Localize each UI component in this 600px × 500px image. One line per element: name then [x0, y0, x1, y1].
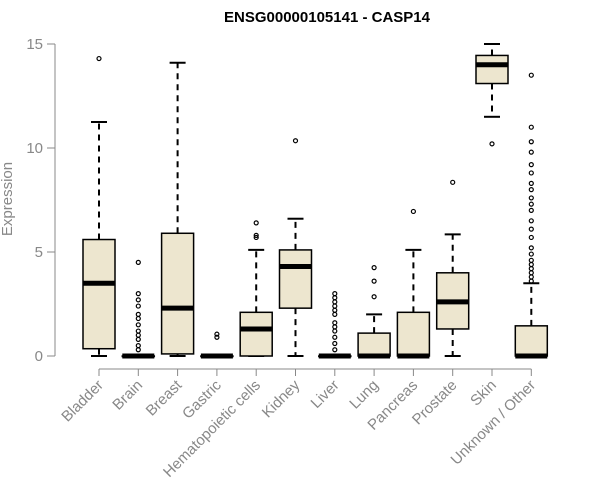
- outlier-point: [528, 257, 534, 263]
- outlier-point: [371, 294, 377, 300]
- iqr-box: [396, 311, 431, 357]
- x-tick-label: Kidney: [259, 376, 304, 421]
- box-brain: [121, 259, 156, 359]
- outlier-point: [253, 220, 259, 226]
- box-unknown-other: [514, 72, 549, 359]
- outlier-point: [528, 226, 534, 232]
- outlier-point: [371, 265, 377, 271]
- outlier-point: [528, 72, 534, 78]
- outlier-point: [135, 343, 141, 349]
- x-tick-label: Skin: [467, 377, 500, 410]
- iqr-box: [239, 311, 273, 357]
- outlier-point: [253, 234, 259, 241]
- x-tick-label: Bladder: [58, 377, 107, 426]
- outlier-point: [332, 295, 338, 301]
- iqr-box: [357, 332, 391, 357]
- outlier-point: [528, 266, 534, 272]
- outlier-point: [214, 331, 220, 337]
- outlier-point: [332, 320, 338, 326]
- outlier-point: [528, 278, 534, 284]
- y-axis: 0 5 10 15: [26, 36, 56, 365]
- outlier-point: [528, 139, 534, 145]
- y-tick-label: 5: [35, 244, 43, 261]
- outlier-point: [332, 334, 338, 340]
- box-hematopoietic-cells: [239, 220, 273, 357]
- outlier-point: [528, 234, 534, 241]
- outlier-point: [489, 141, 495, 147]
- outlier-point: [528, 187, 534, 193]
- box-prostate: [435, 179, 470, 357]
- outlier-point: [528, 124, 534, 130]
- outlier-point: [292, 138, 299, 144]
- outlier-point: [528, 245, 534, 251]
- outlier-point: [135, 315, 141, 322]
- outlier-point: [135, 322, 141, 328]
- outlier-point: [135, 259, 141, 265]
- outlier-point: [96, 55, 102, 62]
- outlier-point: [332, 340, 338, 347]
- outlier-point: [410, 208, 416, 215]
- outlier-point: [528, 180, 534, 186]
- y-tick-label: 10: [26, 140, 43, 157]
- outlier-point: [332, 311, 338, 317]
- outlier-point: [332, 324, 338, 330]
- outlier-point: [332, 328, 338, 334]
- iqr-box: [278, 249, 313, 309]
- outlier-point: [528, 207, 534, 213]
- outlier-point: [135, 328, 141, 334]
- outlier-point: [528, 274, 534, 280]
- box-liver: [318, 291, 352, 359]
- outlier-point: [332, 347, 338, 353]
- y-axis-label: Expression: [0, 162, 16, 236]
- outlier-point: [135, 332, 141, 338]
- x-tick-label: Lung: [346, 377, 382, 413]
- y-tick-label: 0: [35, 348, 43, 365]
- y-tick-label: 15: [26, 36, 43, 53]
- box-skin: [475, 43, 509, 147]
- box-lung: [357, 265, 391, 359]
- outlier-point: [450, 179, 456, 185]
- outlier-point: [332, 303, 338, 309]
- x-tick-label: Breast: [143, 376, 186, 419]
- outlier-point: [332, 291, 338, 297]
- outlier-point: [135, 311, 141, 317]
- iqr-box: [514, 325, 549, 357]
- box-kidney: [278, 138, 313, 357]
- outlier-point: [528, 261, 534, 268]
- outlier-point: [528, 270, 534, 276]
- outlier-point: [371, 278, 377, 284]
- box-pancreas: [396, 208, 431, 359]
- iqr-box: [82, 238, 116, 350]
- outlier-point: [135, 291, 141, 297]
- chart-title: ENSG00000105141 - CASP14: [224, 9, 431, 26]
- x-tick-label: Liver: [308, 377, 343, 412]
- outlier-point: [135, 347, 141, 353]
- outlier-point: [528, 218, 534, 224]
- box-breast: [160, 61, 195, 357]
- outlier-point: [214, 334, 220, 340]
- outlier-point: [332, 307, 338, 313]
- iqr-box: [160, 232, 195, 355]
- outlier-point: [528, 195, 534, 201]
- outlier-point: [528, 201, 534, 207]
- outlier-point: [253, 232, 259, 238]
- box-bladder: [82, 55, 116, 357]
- plot-area: [82, 43, 549, 359]
- outlier-point: [135, 336, 141, 342]
- outlier-point: [528, 149, 534, 155]
- outlier-point: [332, 299, 338, 305]
- outlier-point: [528, 162, 534, 168]
- iqr-box: [475, 54, 509, 85]
- outlier-point: [135, 303, 141, 309]
- outlier-point: [135, 297, 141, 303]
- x-tick-label: Brain: [109, 377, 146, 414]
- box-gastric: [200, 331, 234, 359]
- outlier-point: [528, 251, 534, 257]
- outlier-point: [528, 170, 534, 176]
